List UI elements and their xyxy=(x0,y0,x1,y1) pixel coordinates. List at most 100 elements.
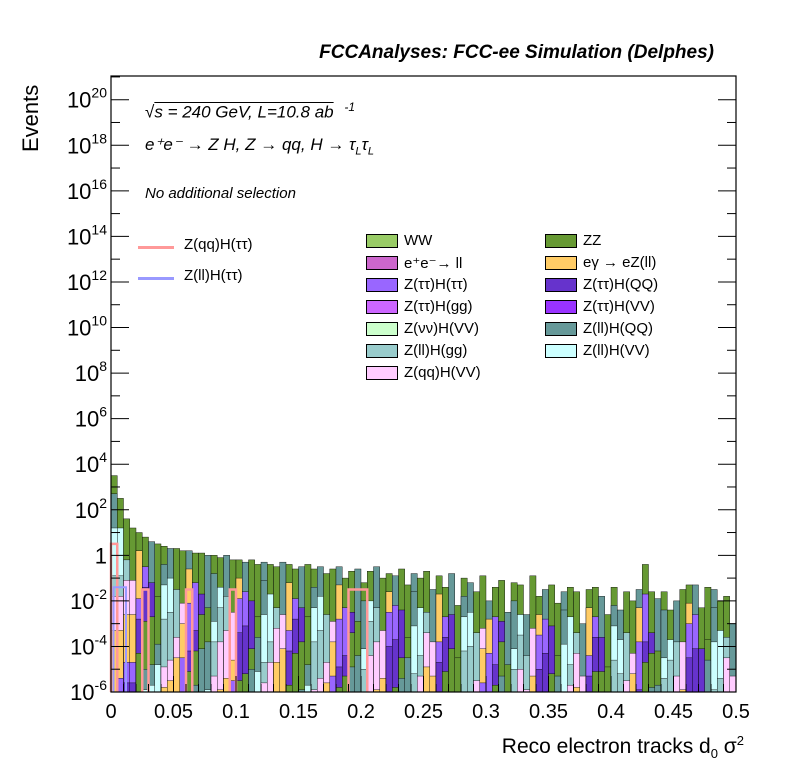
histogram-bar xyxy=(560,643,568,693)
histogram-bar xyxy=(667,659,674,693)
x-axis-ticks: 0 0.05 0.1 0.15 0.2 0.25 0.3 0.35 0.4 0.45 0.5 xyxy=(105,676,750,723)
y-tick-label: 102 xyxy=(75,495,107,523)
x-tick-label: 0.5 xyxy=(722,701,750,723)
legend-label: ZZ xyxy=(583,232,602,249)
histogram-bar xyxy=(217,641,224,693)
y-tick-label: 1012 xyxy=(67,267,107,295)
legend-line xyxy=(138,277,174,280)
histogram-bar xyxy=(429,675,437,693)
legend-label: Z(ττ)H(VV) xyxy=(583,298,655,315)
histogram-bar xyxy=(373,641,380,693)
sqrt-symbol: √ xyxy=(145,102,155,122)
process-sub-2: L xyxy=(367,145,375,158)
histogram-bar xyxy=(260,682,268,693)
histogram-bar xyxy=(617,673,624,693)
histogram-bar xyxy=(154,664,162,693)
process-sub-1: L xyxy=(355,145,362,158)
histogram-bar xyxy=(398,678,405,693)
y-tick-label: 10-4 xyxy=(70,631,107,659)
signal-line xyxy=(141,588,150,692)
histogram-bar xyxy=(485,653,493,693)
histogram-bar xyxy=(704,659,712,693)
histogram-bar xyxy=(354,655,362,693)
legend-swatch xyxy=(545,234,577,248)
histogram-bar xyxy=(673,675,680,693)
signal-line xyxy=(112,586,127,692)
legend-swatch xyxy=(366,256,398,270)
signal-line xyxy=(228,588,238,692)
legend-label: Z(ll)H(QQ) xyxy=(583,320,653,337)
histogram-bar xyxy=(542,653,549,693)
histogram-bar xyxy=(298,641,305,693)
y-tick-label: 1016 xyxy=(67,176,107,204)
histogram-bar xyxy=(623,680,630,693)
x-tick-label: 0.2 xyxy=(347,701,375,723)
histogram-bar xyxy=(554,675,562,693)
legend-label: Z(ll)H(ττ) xyxy=(184,267,243,284)
histogram-bar xyxy=(279,648,287,693)
histogram-bar xyxy=(317,678,324,693)
x-tick-label: 0.45 xyxy=(654,701,693,723)
histogram-bar xyxy=(685,657,693,693)
histogram-bar xyxy=(548,673,555,693)
histogram-bar xyxy=(167,680,174,693)
histogram-bar xyxy=(648,653,655,693)
legend-swatch xyxy=(366,322,398,336)
histogram-bar xyxy=(573,653,580,693)
histogram-bar xyxy=(254,671,262,693)
x-tick-label: 0.25 xyxy=(404,701,443,723)
histogram-bar xyxy=(273,662,280,693)
histogram-bar xyxy=(579,675,587,693)
histogram-bar xyxy=(710,641,718,693)
histogram-bar xyxy=(392,687,399,693)
x-axis-label: Reco electron tracks d0 σ2 xyxy=(501,733,744,762)
histogram-bar xyxy=(379,678,387,693)
histogram-bar xyxy=(604,666,612,693)
legend-label: Z(ll)H(VV) xyxy=(583,342,650,359)
x-tick-label: 0.3 xyxy=(472,701,500,723)
histogram-bar xyxy=(567,684,574,693)
legend-swatch xyxy=(545,322,577,336)
y-tick-label: 108 xyxy=(75,358,107,386)
legend-label: Z(ττ)H(ττ) xyxy=(404,276,468,293)
x-tick-label: 0.35 xyxy=(529,701,568,723)
y-tick-label: 1018 xyxy=(67,130,107,158)
process-text: e⁺e⁻ → Z H, Z → qq, H → τ xyxy=(145,135,356,154)
legend-label: WW xyxy=(404,232,433,249)
histogram-bar xyxy=(285,684,293,693)
histogram-bar xyxy=(504,664,512,693)
y-tick-label: 10-6 xyxy=(70,677,107,705)
stacked-histogram-bars xyxy=(110,475,737,693)
histogram-bar xyxy=(535,669,543,693)
y-tick-label: 1014 xyxy=(67,221,107,249)
legend-label: Z(νν)H(VV) xyxy=(404,320,479,337)
histogram-bar xyxy=(198,648,205,693)
histogram-bar xyxy=(454,657,462,693)
x-tick-label: 0.15 xyxy=(279,701,318,723)
histogram-bar xyxy=(679,641,687,693)
y-tick-label: 1 xyxy=(95,543,107,568)
process-label: e⁺e⁻ → Z H, Z → qq, H → τLτL xyxy=(145,135,374,157)
histogram-bar xyxy=(698,648,705,693)
legend-swatch xyxy=(366,300,398,314)
histogram-bar xyxy=(610,659,618,693)
y-tick-label: 10-2 xyxy=(70,586,107,614)
x-tick-label: 0.05 xyxy=(154,701,193,723)
histogram-bar xyxy=(423,666,430,693)
x-tick-label: 0.4 xyxy=(597,701,625,723)
histogram-bar xyxy=(517,669,524,693)
legend-label: eγ → eZ(ll) xyxy=(583,254,657,271)
histogram-bar xyxy=(335,687,343,693)
histogram-bar xyxy=(473,680,480,693)
histogram-bar xyxy=(467,646,474,693)
histogram-bar xyxy=(585,675,593,693)
histogram-bar xyxy=(598,671,605,693)
histogram-bar xyxy=(498,675,505,693)
histogram-bar xyxy=(160,687,168,693)
legend-label: Z(ll)H(gg) xyxy=(404,342,468,359)
histogram-bar xyxy=(442,671,449,693)
chart-header: FCCAnalyses: FCC-ee Simulation (Delphes) xyxy=(319,42,714,63)
legend-swatch xyxy=(366,234,398,248)
histogram-bar xyxy=(292,653,299,693)
